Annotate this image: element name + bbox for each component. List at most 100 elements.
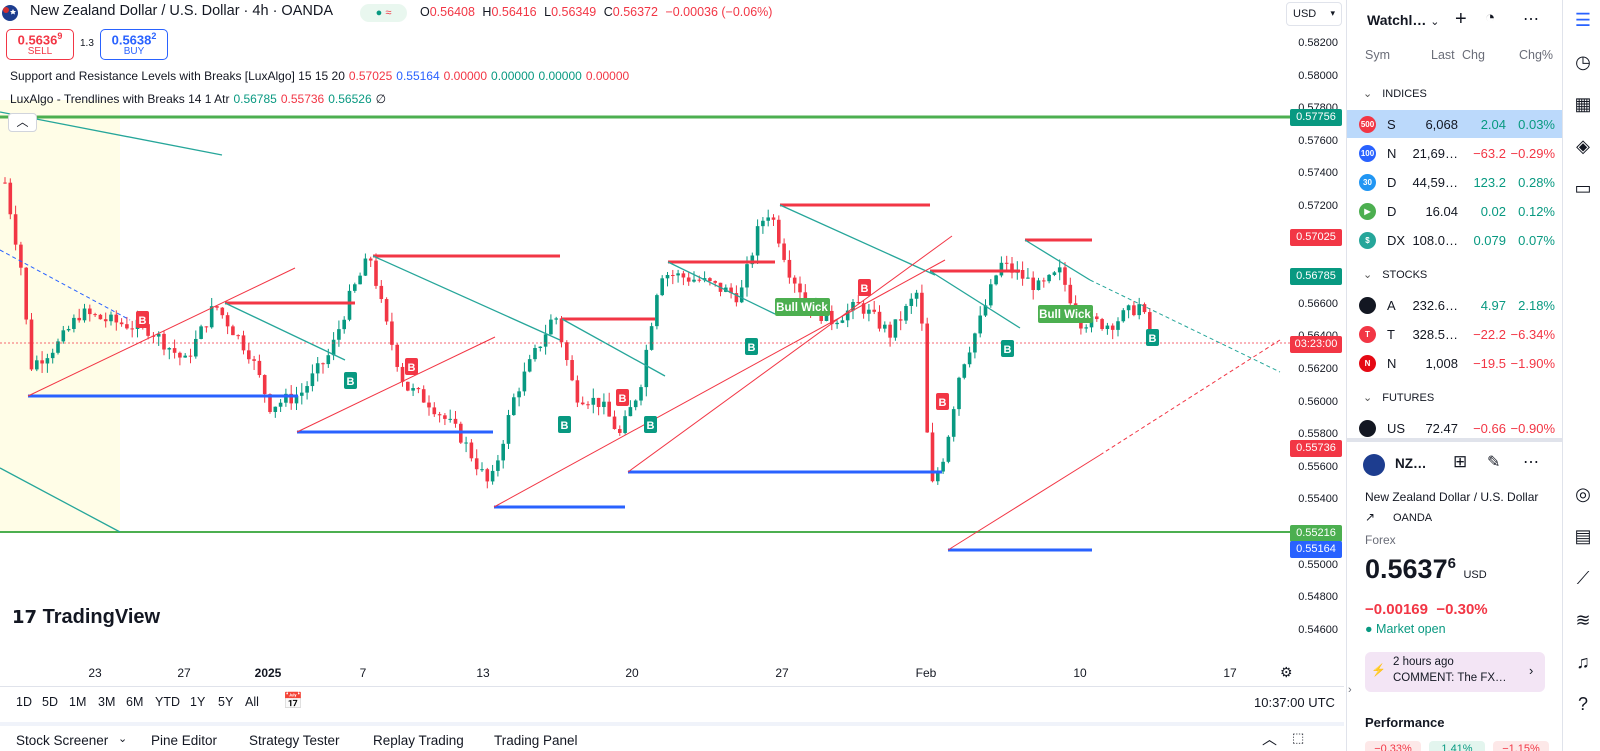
range-button-5y[interactable]: 5Y <box>218 695 234 709</box>
candle-body <box>109 314 113 322</box>
calendar-icon[interactable]: ▦ <box>1574 94 1592 114</box>
bell-icon[interactable]: ♫ <box>1576 652 1590 672</box>
bear-trendline <box>561 318 666 377</box>
details-symbol[interactable]: NZ… <box>1395 456 1427 471</box>
market-status-pill[interactable]: ● ≈ <box>360 4 407 22</box>
marker-label: B <box>561 420 569 432</box>
chevron-down-icon[interactable]: ⌄ <box>118 733 128 745</box>
help-icon[interactable]: ? <box>1577 694 1588 714</box>
section-name: STOCKS <box>1382 269 1428 281</box>
bear-trendline <box>0 111 223 156</box>
collapse-legend-button[interactable]: ︿ <box>8 113 37 132</box>
watchlist-row[interactable]: N N 1,008 −19.5 −1.90% <box>1347 349 1563 377</box>
indicator-legend-sr[interactable]: Support and Resistance Levels with Break… <box>10 69 629 83</box>
indicator-legend-trendlines[interactable]: LuxAlgo - Trendlines with Breaks 14 1 At… <box>10 92 386 106</box>
watchlist-row[interactable]: 100 N 21,69… −63.2 −0.29% <box>1347 139 1563 167</box>
watchlist-row[interactable]: A 232.6… 4.97 2.18% <box>1347 291 1563 319</box>
candle-body <box>363 258 368 276</box>
watchlist-row[interactable]: 500 S 6,068 2.04 0.03% <box>1347 110 1563 138</box>
symbol-title[interactable]: New Zealand Dollar / U.S. Dollar · 4h · … <box>30 3 333 19</box>
candle-body <box>554 318 558 320</box>
candle-body <box>925 323 929 433</box>
candle-body <box>580 402 585 405</box>
range-button-5d[interactable]: 5D <box>42 695 58 709</box>
external-link-icon[interactable]: ↗ <box>1365 510 1376 524</box>
row-symbol: US <box>1387 421 1406 436</box>
dot-icon: ● <box>1365 622 1373 636</box>
settings-gear-icon[interactable]: ⚙ <box>1280 664 1293 680</box>
panel-divider[interactable] <box>1347 438 1563 442</box>
maximize-panel-icon[interactable]: ⬚ <box>1292 730 1305 745</box>
range-button-ytd[interactable]: YTD <box>155 695 180 709</box>
candle-body <box>119 322 124 325</box>
time-axis[interactable]: 23 27 2025 7 13 20 27 Feb 10 17 <box>0 662 1290 682</box>
range-button-all[interactable]: All <box>245 695 259 709</box>
watchlist-title[interactable]: Watchl… ⌄ <box>1367 12 1439 28</box>
bear-trendline <box>779 204 936 276</box>
candle-body <box>1057 267 1062 273</box>
calculator-icon[interactable]: ▤ <box>1574 526 1592 546</box>
layers-icon[interactable]: ◈ <box>1576 136 1590 156</box>
section-header[interactable]: ⌄ FUTURES <box>1363 391 1434 404</box>
tab-trading-panel[interactable]: Trading Panel <box>494 733 578 748</box>
watchlist-row[interactable]: US 72.47 −0.66 −0.90% <box>1347 414 1563 440</box>
candle-body <box>464 442 468 444</box>
price-chart[interactable]: B B B B B B B B B B B Bull Wick Bull Wick <box>0 0 1290 662</box>
more-options-icon[interactable]: ⋯ <box>1523 11 1539 28</box>
collapse-panel-icon[interactable]: ︿ <box>1262 731 1278 748</box>
range-button-6m[interactable]: 6M <box>126 695 144 709</box>
chart-tool-icon[interactable]: ⟋ <box>1576 568 1590 588</box>
section-header[interactable]: ⌄ INDICES <box>1363 87 1427 100</box>
date-range-icon[interactable]: 📅 <box>283 693 303 710</box>
edit-icon[interactable]: ✎ <box>1487 454 1501 471</box>
candle-body <box>506 415 511 444</box>
target-icon[interactable]: ◎ <box>1575 484 1591 504</box>
grid-icon[interactable]: ⊞ <box>1453 452 1468 471</box>
watchlist-row[interactable]: T T 328.5… −22.2 −6.34% <box>1347 320 1563 348</box>
more-options-icon[interactable]: ⋯ <box>1523 454 1539 471</box>
watchlist-icon[interactable]: ☰ <box>1574 10 1592 30</box>
panel-toggle-icon[interactable]: › <box>1348 684 1352 696</box>
details-exchange[interactable]: OANDA <box>1393 512 1433 524</box>
price-tick-label: 0.56000 <box>1298 395 1338 408</box>
add-symbol-icon[interactable]: + <box>1455 8 1467 30</box>
indicator-value: 0.55164 <box>396 69 440 83</box>
row-change: 123.2 <box>1473 175 1506 190</box>
tab-replay-trading[interactable]: Replay Trading <box>373 733 464 748</box>
range-button-1d[interactable]: 1D <box>16 695 32 709</box>
advanced-view-icon[interactable]: ◔ <box>1485 8 1496 27</box>
tab-stock-screener[interactable]: Stock Screener <box>16 733 109 748</box>
col-header: Chg% <box>1519 48 1554 62</box>
clock-readout[interactable]: 10:37:00 UTC <box>1254 695 1335 710</box>
tab-strategy-tester[interactable]: Strategy Tester <box>249 733 340 748</box>
sell-button[interactable]: 0.56369 SELL <box>6 29 74 60</box>
performance-heading: Performance <box>1365 715 1445 730</box>
watchlist-row[interactable]: 30 D 44,59… 123.2 0.28% <box>1347 168 1563 196</box>
candle-body <box>1142 304 1147 313</box>
currency-select[interactable]: USD ▾ <box>1286 2 1342 26</box>
alerts-clock-icon[interactable]: ◷ <box>1575 52 1591 72</box>
candle-body <box>273 406 278 412</box>
range-button-1y[interactable]: 1Y <box>190 695 206 709</box>
section-header[interactable]: ⌄ STOCKS <box>1363 268 1427 281</box>
range-button-3m[interactable]: 3M <box>98 695 116 709</box>
news-text: COMMENT: The FX… <box>1393 672 1507 684</box>
candle-body <box>1110 325 1115 330</box>
watchlist-row[interactable]: $ DX 108.0… 0.079 0.07% <box>1347 226 1563 254</box>
candle-body <box>374 260 378 286</box>
candle-body <box>1063 267 1067 285</box>
news-card[interactable]: ⚡ 2 hours ago COMMENT: The FX… › <box>1365 652 1545 692</box>
signal-icon[interactable]: ≋ <box>1575 610 1591 630</box>
watchlist-row[interactable]: ▶ D 16.04 0.02 0.12% <box>1347 197 1563 225</box>
buy-button[interactable]: 0.56382 BUY <box>100 29 168 60</box>
price-axis[interactable]: 0.582000.580000.578000.576000.574000.572… <box>1290 28 1344 664</box>
watchlist-body: ⌄ INDICES 500 S 6,068 2.04 0.03% 100 N 21,69… −63.… <box>1347 84 1563 440</box>
chat-icon[interactable]: ▭ <box>1574 178 1592 198</box>
tab-pine-editor[interactable]: Pine Editor <box>151 733 218 748</box>
row-last: 44,59… <box>1412 175 1458 190</box>
range-button-1m[interactable]: 1M <box>69 695 87 709</box>
signal-marker: B <box>745 338 758 355</box>
price-tick-label: 0.55600 <box>1298 460 1338 473</box>
candle-body <box>347 290 352 320</box>
signal-marker: B <box>644 416 657 433</box>
